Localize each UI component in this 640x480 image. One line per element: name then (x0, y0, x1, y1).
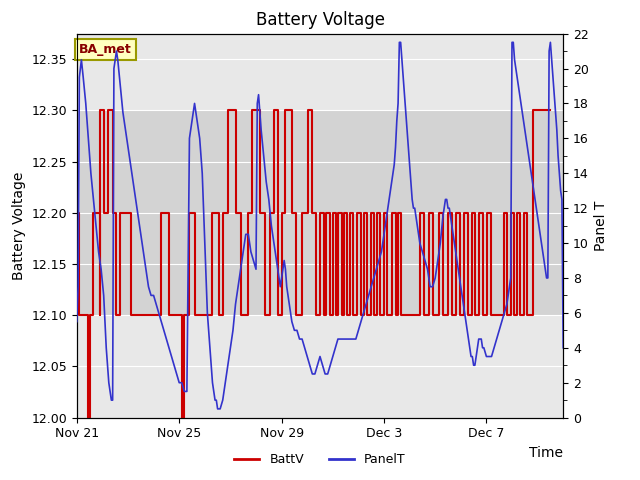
X-axis label: Time: Time (529, 446, 563, 460)
Legend: BattV, PanelT: BattV, PanelT (229, 448, 411, 471)
Text: BA_met: BA_met (79, 43, 132, 56)
Y-axis label: Battery Voltage: Battery Voltage (12, 171, 26, 280)
Bar (77, 110, 563, 315)
Title: Battery Voltage: Battery Voltage (255, 11, 385, 29)
Y-axis label: Panel T: Panel T (595, 201, 609, 251)
